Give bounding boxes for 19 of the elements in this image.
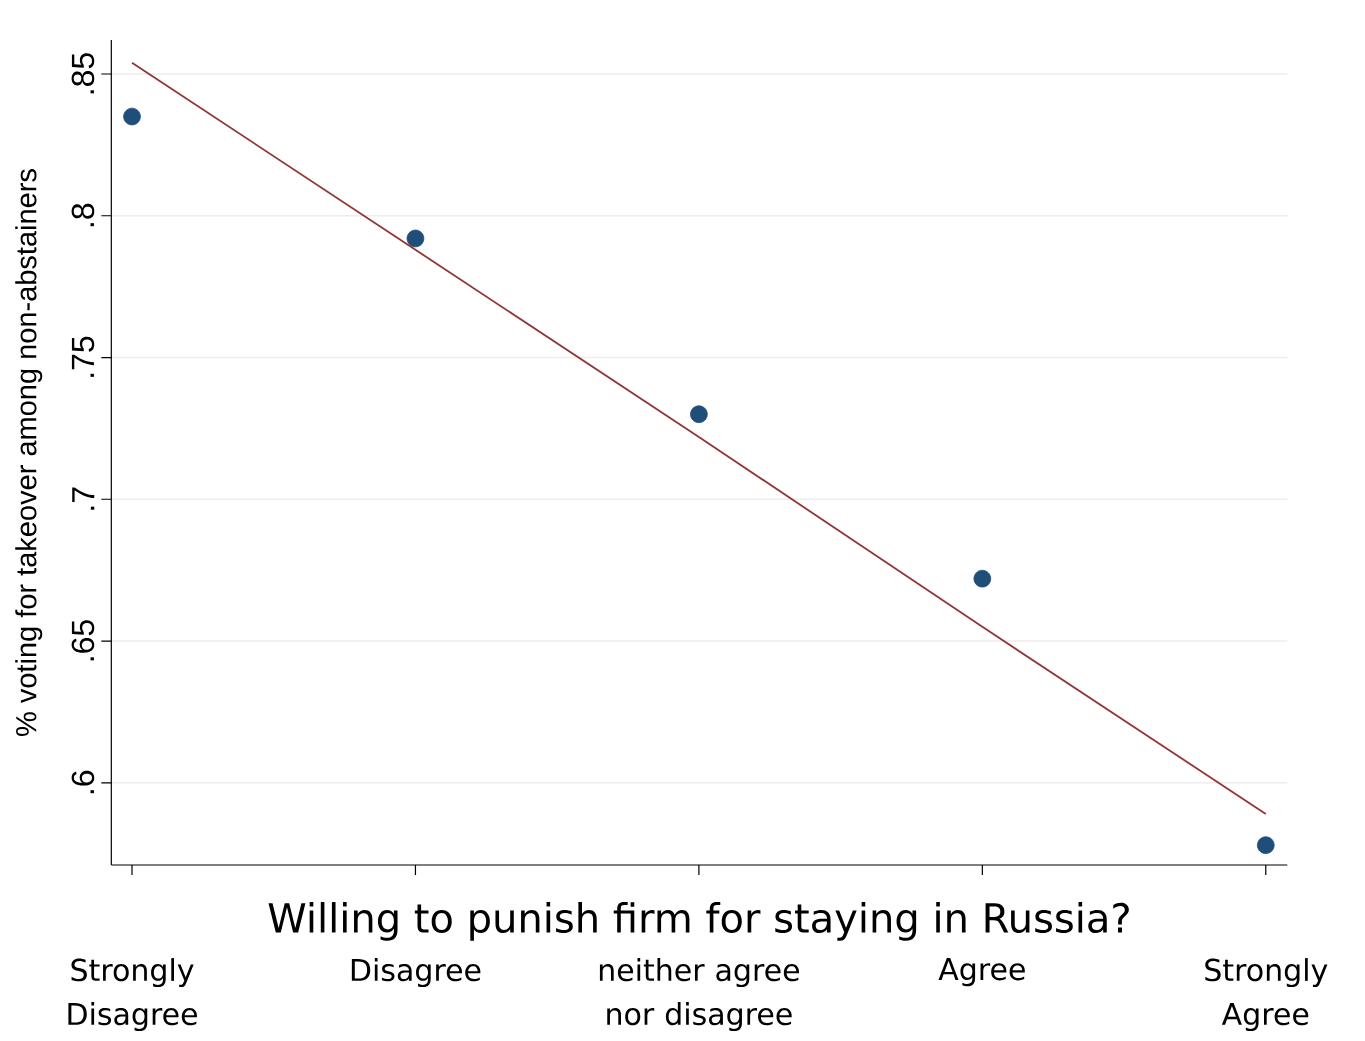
point (123, 107, 141, 126)
x-tick-label: neither agree nor disagree (599, 958, 799, 1032)
line-series (131, 61, 1267, 815)
point (1256, 836, 1275, 854)
y-tick-label: .65 (71, 620, 95, 661)
point (690, 405, 708, 424)
y-tick-label: .8 (71, 203, 95, 227)
x-tick-label: Disagree (351, 958, 481, 988)
x-tick-label: Strongly Agree (1205, 958, 1328, 1032)
point (973, 569, 992, 588)
x-tick-label: Strongly Disagree (68, 958, 197, 1032)
y-axis-title: % voting for takeover among non-abstainers (15, 169, 43, 736)
y-tick-label: .7 (72, 487, 95, 510)
x-tick-label: Agree (938, 958, 1025, 987)
y-tick-label: .6 (71, 770, 95, 794)
y-tick-label: .75 (71, 336, 95, 377)
x-axis-title: Willing to punish firm for staying in Russia? (268, 902, 1129, 941)
point (406, 229, 425, 248)
y-tick-label: .85 (71, 53, 95, 94)
